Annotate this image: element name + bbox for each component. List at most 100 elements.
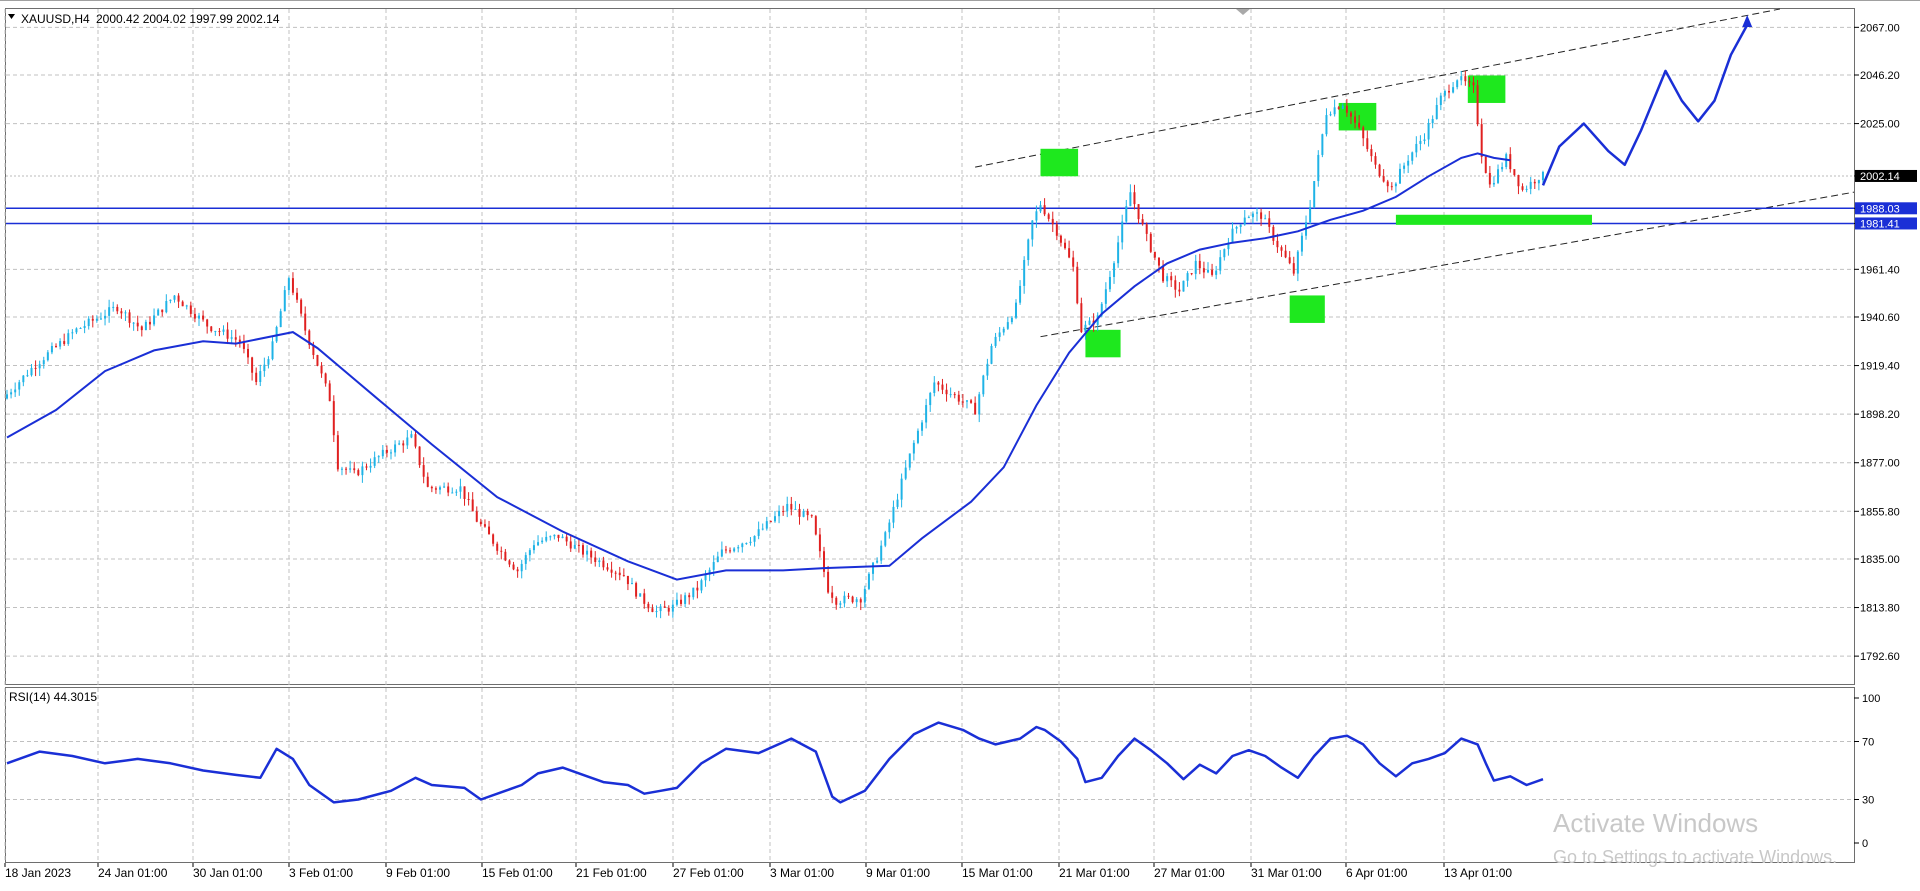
candle-body xyxy=(557,534,560,539)
candle-body xyxy=(108,307,111,316)
candle-body xyxy=(1035,211,1038,221)
candle-body xyxy=(153,315,156,325)
candle-body xyxy=(1349,112,1352,117)
y-tick-label: 1792.60 xyxy=(1860,651,1900,663)
candle-body xyxy=(1309,207,1312,223)
candle-body xyxy=(949,394,952,396)
candle-body xyxy=(443,486,446,488)
rsi-tick-label: 30 xyxy=(1862,795,1874,807)
candle-body xyxy=(1513,169,1516,176)
candle-body xyxy=(1059,235,1062,243)
rsi-tick-label: 0 xyxy=(1862,838,1868,850)
candle-body xyxy=(1068,248,1071,258)
candle-body xyxy=(1186,273,1189,281)
candle-body xyxy=(867,573,870,589)
candle-body xyxy=(1419,140,1422,144)
candle-body xyxy=(765,521,768,529)
candle-body xyxy=(843,595,846,604)
candle-body xyxy=(1014,302,1017,318)
candle-body xyxy=(659,606,662,612)
candle-body xyxy=(639,593,642,597)
x-tick-label: 21 Mar 01:00 xyxy=(1059,866,1130,880)
candle-body xyxy=(1243,217,1246,225)
candle-body xyxy=(42,360,45,365)
candle-body xyxy=(1231,228,1234,243)
chart-shift-marker-icon[interactable] xyxy=(1236,9,1250,15)
candle-body xyxy=(1541,171,1544,181)
candle-body xyxy=(193,313,196,319)
candle-body xyxy=(553,534,556,537)
candle-body xyxy=(753,535,756,542)
candle-body xyxy=(1239,224,1242,228)
candle-body xyxy=(590,550,593,558)
y-tick-label: 2067.00 xyxy=(1860,22,1900,34)
candle-body xyxy=(1280,247,1283,251)
candle-body xyxy=(287,278,290,291)
candle-body xyxy=(876,560,879,563)
candle-body xyxy=(700,580,703,591)
candle-body xyxy=(1407,160,1410,166)
candle-body xyxy=(1341,105,1344,109)
candle-body xyxy=(1051,218,1054,225)
candle-body xyxy=(1251,213,1254,218)
candle-body xyxy=(1113,263,1116,277)
dropdown-triangle-icon[interactable] xyxy=(8,14,15,19)
candle-body xyxy=(1117,242,1120,264)
moving-average-line xyxy=(6,152,1511,581)
candle-body xyxy=(1529,181,1532,189)
candle-body xyxy=(614,572,617,574)
candle-body xyxy=(1533,181,1536,184)
candle-body xyxy=(226,329,229,339)
candle-body xyxy=(610,569,613,573)
candle-body xyxy=(75,328,78,333)
candle-body xyxy=(104,315,107,319)
x-tick-label: 9 Feb 01:00 xyxy=(386,866,450,880)
candle-body xyxy=(957,394,960,402)
candle-body xyxy=(1080,303,1083,333)
candle-body xyxy=(1223,249,1226,258)
candle-body xyxy=(1284,250,1287,258)
candle-body xyxy=(1443,90,1446,96)
candle-body xyxy=(520,563,523,572)
candle-body xyxy=(712,562,715,570)
x-tick-label: 3 Mar 01:00 xyxy=(770,866,834,880)
candle-body xyxy=(185,305,188,307)
candle-body xyxy=(998,332,1001,337)
candle-body xyxy=(647,603,650,609)
candle-body xyxy=(365,466,368,468)
candle-body xyxy=(978,394,981,415)
candle-body xyxy=(1345,105,1348,113)
candle-body xyxy=(586,550,589,555)
candle-body xyxy=(912,442,915,454)
candle-body xyxy=(206,319,209,327)
symbol-header[interactable]: XAUUSD,H4 2000.42 2004.02 1997.99 2002.1… xyxy=(8,12,280,26)
candle-body xyxy=(982,375,985,395)
candle-body xyxy=(671,604,674,612)
candle-body xyxy=(71,332,74,334)
candle-body xyxy=(1394,183,1397,187)
price-tag xyxy=(1855,169,1917,182)
candle-body xyxy=(516,569,519,572)
candle-body xyxy=(242,342,245,349)
candle-body xyxy=(1329,114,1332,116)
candle-body xyxy=(929,392,932,406)
candle-body xyxy=(855,599,858,603)
x-tick-label: 31 Mar 01:00 xyxy=(1251,866,1322,880)
candle-body xyxy=(1084,324,1087,333)
candle-body xyxy=(782,511,785,513)
candle-body xyxy=(471,499,474,512)
candle-body xyxy=(1023,260,1026,286)
rsi-line-path xyxy=(6,721,1544,804)
candle-body xyxy=(336,435,339,470)
candle-body xyxy=(439,487,442,490)
candle-body xyxy=(459,486,462,492)
candle-body xyxy=(1411,152,1414,161)
candle-body xyxy=(1423,139,1426,141)
candle-body xyxy=(900,478,903,500)
candle-body xyxy=(749,541,752,544)
candle-body xyxy=(173,295,176,300)
candle-body xyxy=(271,341,274,360)
candle-body xyxy=(38,364,41,369)
candle-body xyxy=(214,331,217,333)
candle-body xyxy=(1206,269,1209,273)
